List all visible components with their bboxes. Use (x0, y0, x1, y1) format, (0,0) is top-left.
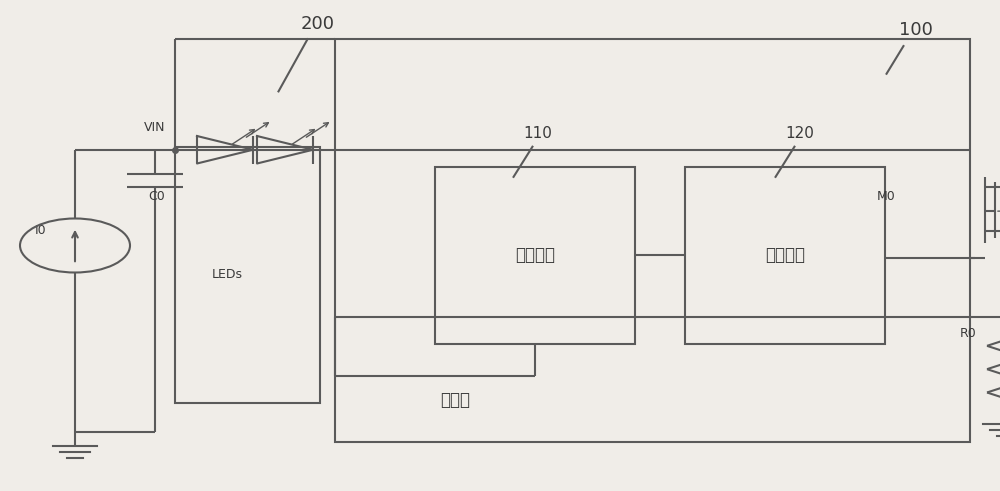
Text: LEDs: LEDs (212, 269, 242, 281)
Text: 采样模块: 采样模块 (515, 246, 555, 264)
Text: R0: R0 (960, 327, 977, 340)
Text: VIN: VIN (144, 121, 165, 134)
Text: 100: 100 (899, 22, 933, 39)
Text: I0: I0 (35, 224, 47, 237)
Text: 200: 200 (301, 15, 335, 32)
Bar (175, 147, 320, 403)
Bar (435, 167, 635, 344)
Text: 控制器: 控制器 (440, 391, 470, 409)
Text: 110: 110 (524, 126, 552, 141)
Bar (685, 167, 885, 344)
Text: C0: C0 (148, 190, 165, 203)
Text: M0: M0 (876, 190, 895, 203)
Bar (335, 39, 970, 442)
Text: 120: 120 (786, 126, 814, 141)
Text: 控制模块: 控制模块 (765, 246, 805, 264)
